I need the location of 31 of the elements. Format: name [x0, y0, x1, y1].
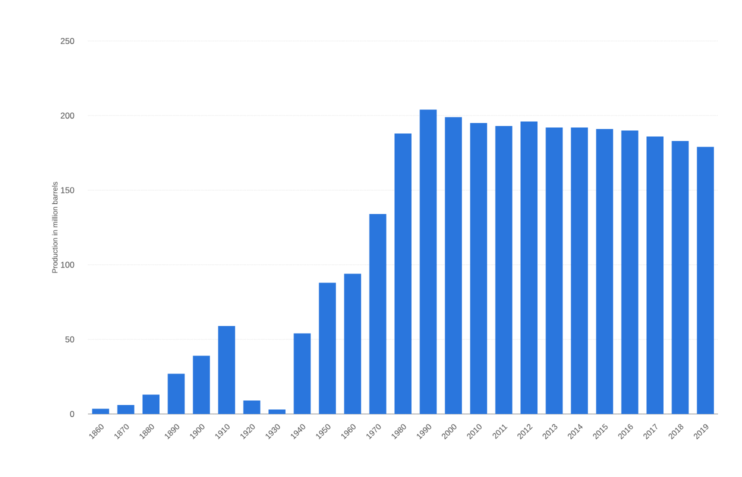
bar [318, 282, 336, 414]
bar [696, 146, 714, 414]
bar [495, 126, 512, 414]
bar [444, 117, 462, 414]
bar [142, 394, 160, 414]
bar [596, 129, 614, 414]
bar [672, 140, 689, 414]
bar [420, 110, 437, 414]
y-tick-label: 150 [61, 187, 74, 194]
bar [294, 333, 311, 414]
bar [394, 133, 412, 414]
bar [92, 408, 110, 414]
bar [218, 326, 236, 414]
bar [520, 122, 538, 414]
y-tick-label: 0 [70, 410, 74, 417]
bar [168, 374, 185, 414]
y-tick-label: 100 [61, 262, 74, 268]
bar [268, 410, 286, 414]
bar [117, 405, 134, 414]
bar [470, 123, 488, 414]
bar [546, 128, 563, 414]
bar [621, 130, 638, 414]
y-tick-label: 200 [60, 112, 74, 119]
bar [344, 274, 362, 414]
bar [243, 400, 260, 414]
bar [369, 214, 386, 414]
bar [570, 128, 588, 414]
y-tick-label: 50 [65, 336, 74, 342]
bar [646, 136, 664, 414]
bar [192, 356, 210, 414]
y-tick-label: 250 [60, 38, 74, 44]
